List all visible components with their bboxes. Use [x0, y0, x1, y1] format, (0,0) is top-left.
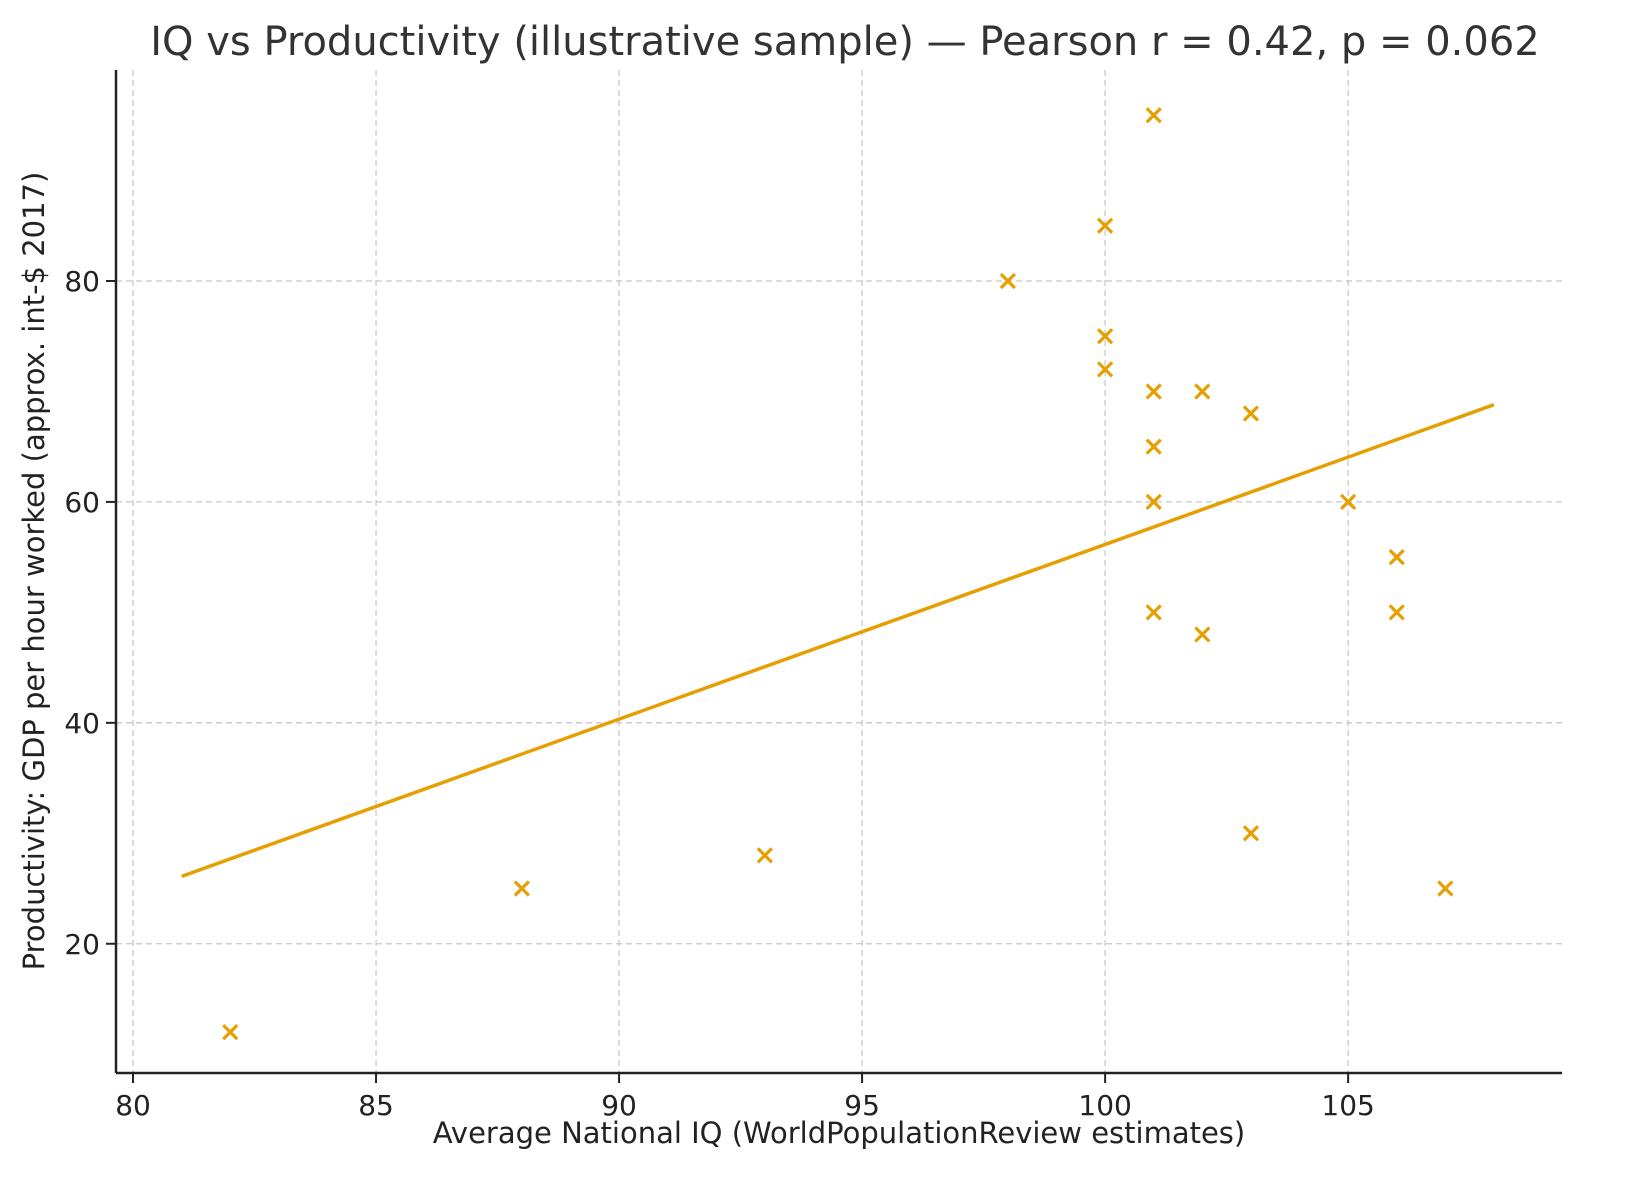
- data-point-x-marker: [1388, 549, 1405, 566]
- data-point-x-marker: [1145, 383, 1162, 400]
- data-point-x-marker: [1242, 825, 1260, 842]
- x-marker-icon: [1194, 383, 1211, 400]
- x-marker-icon: [1340, 493, 1357, 511]
- x-tick-label: 100: [1078, 1089, 1131, 1122]
- y-axis-label: Productivity: GDP per hour worked (appro…: [17, 172, 51, 971]
- x-marker-icon: [1388, 604, 1405, 621]
- x-marker-icon: [1145, 383, 1162, 400]
- data-point-x-marker: [513, 880, 530, 897]
- data-point-x-marker: [1242, 405, 1260, 422]
- data-point-x-marker: [1145, 493, 1162, 511]
- x-axis-label: Average National IQ (WorldPopulationRevi…: [433, 1116, 1245, 1150]
- data-point-x-marker: [1145, 438, 1162, 455]
- data-point-x-marker: [1145, 107, 1162, 124]
- data-point-x-marker: [1437, 880, 1454, 897]
- x-marker-icon: [1145, 438, 1162, 455]
- x-marker-icon: [1437, 880, 1454, 897]
- data-point-x-marker: [756, 847, 774, 864]
- x-tick-label: 90: [601, 1089, 637, 1122]
- x-marker-icon: [756, 847, 774, 864]
- points: [222, 107, 1454, 1041]
- x-tick-label: 85: [358, 1089, 394, 1122]
- x-tick-label: 80: [115, 1089, 151, 1122]
- x-marker-icon: [1096, 217, 1114, 234]
- x-marker-icon: [1096, 328, 1114, 345]
- y-tick-label: 80: [64, 265, 100, 298]
- x-marker-icon: [1145, 493, 1162, 511]
- x-marker-icon: [1096, 361, 1114, 378]
- y-tick-label: 40: [64, 707, 100, 740]
- data-point-x-marker: [1388, 604, 1405, 621]
- data-point-x-marker: [1340, 493, 1357, 511]
- x-marker-icon: [999, 272, 1017, 290]
- data-point-x-marker: [1145, 604, 1162, 621]
- x-tick-label: 105: [1321, 1089, 1374, 1122]
- x-marker-icon: [1145, 604, 1162, 621]
- x-tick-label: 95: [844, 1089, 880, 1122]
- data-point-x-marker: [1096, 217, 1114, 234]
- regression-line: [181, 403, 1495, 879]
- chart-title: IQ vs Productivity (illustrative sample)…: [150, 19, 1539, 65]
- fit-line-group: [181, 403, 1495, 879]
- x-marker-icon: [222, 1023, 239, 1041]
- x-marker-icon: [1242, 405, 1260, 422]
- x-marker-icon: [1194, 626, 1211, 643]
- data-point-x-marker: [1096, 361, 1114, 378]
- data-point-x-marker: [1194, 626, 1211, 643]
- data-point-x-marker: [999, 272, 1017, 290]
- grid: [116, 70, 1562, 1073]
- x-marker-icon: [1145, 107, 1162, 124]
- ticks: 80 85 90 95 100 105 20 40 60 80: [64, 265, 1375, 1122]
- y-tick-label: 20: [64, 928, 100, 961]
- x-marker-icon: [1242, 825, 1260, 842]
- x-marker-icon: [1388, 549, 1405, 566]
- data-point-x-marker: [1194, 383, 1211, 400]
- data-point-x-marker: [1096, 328, 1114, 345]
- data-point-x-marker: [222, 1023, 239, 1041]
- x-marker-icon: [513, 880, 530, 897]
- y-tick-label: 60: [64, 486, 100, 519]
